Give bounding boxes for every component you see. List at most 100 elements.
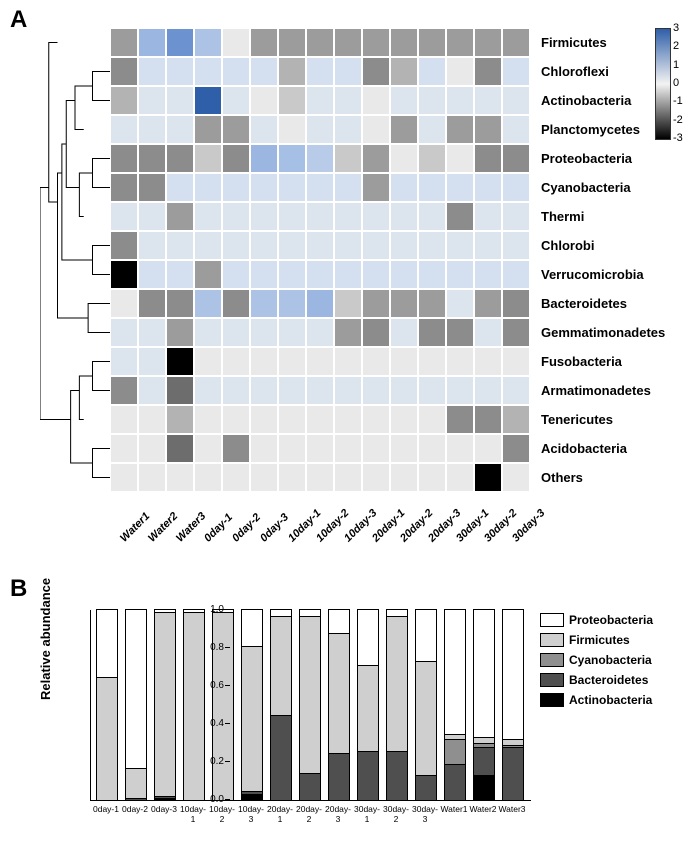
heatmap-cell: [194, 260, 222, 289]
heatmap-cell: [446, 463, 474, 492]
heatmap-cell: [194, 202, 222, 231]
heatmap-cell: [222, 28, 250, 57]
heatmap-cell: [250, 86, 278, 115]
heatmap-cell: [334, 231, 362, 260]
heatmap-cell: [306, 28, 334, 57]
heatmap-cell: [502, 318, 530, 347]
heatmap-cell: [390, 376, 418, 405]
heatmap-cell: [222, 318, 250, 347]
heatmap-cell: [418, 28, 446, 57]
legend-label: Bacteroidetes: [569, 673, 648, 687]
heatmap-cell: [278, 57, 306, 86]
heatmap-cell: [306, 173, 334, 202]
heatmap-cell: [362, 376, 390, 405]
heatmap-row-label: Gemmatimonadetes: [535, 318, 665, 347]
heatmap-cell: [222, 434, 250, 463]
barchart-xlabel: 0day-2: [121, 804, 149, 814]
barchart-xlabel: 30day-1: [353, 804, 381, 824]
heatmap-cell: [474, 260, 502, 289]
heatmap-cell: [334, 376, 362, 405]
heatmap-cell: [502, 289, 530, 318]
heatmap-cell: [222, 57, 250, 86]
heatmap-cell: [362, 231, 390, 260]
barchart-segment: [416, 610, 436, 661]
heatmap-cell: [138, 202, 166, 231]
heatmap-cell: [446, 173, 474, 202]
colorbar-tick: -3: [673, 132, 683, 144]
barchart-segment: [358, 665, 378, 751]
heatmap-cell: [250, 28, 278, 57]
heatmap-cell: [194, 115, 222, 144]
heatmap-cell: [334, 260, 362, 289]
heatmap-cell: [502, 260, 530, 289]
barchart-segment: [97, 677, 117, 801]
heatmap-cell: [138, 434, 166, 463]
heatmap-cell: [306, 115, 334, 144]
heatmap-cell: [306, 57, 334, 86]
heatmap-cell: [222, 289, 250, 318]
heatmap-row-label: Actinobacteria: [535, 86, 665, 115]
heatmap-cell: [390, 347, 418, 376]
heatmap-cell: [194, 347, 222, 376]
heatmap-cell: [138, 28, 166, 57]
barchart-bar: [242, 610, 262, 800]
barchart-ytick: 0.0: [194, 794, 224, 805]
heatmap-cell: [138, 405, 166, 434]
heatmap-cell: [194, 173, 222, 202]
barchart-ytick: 0.6: [194, 680, 224, 691]
heatmap-cell: [474, 231, 502, 260]
barchart-segment: [474, 747, 494, 776]
heatmap-cell: [306, 318, 334, 347]
heatmap-cell: [138, 231, 166, 260]
heatmap-cell: [362, 115, 390, 144]
heatmap-cell: [418, 463, 446, 492]
heatmap-cell: [306, 347, 334, 376]
heatmap-cell: [278, 289, 306, 318]
heatmap-cell: [446, 318, 474, 347]
heatmap-row-label: Acidobacteria: [535, 434, 665, 463]
heatmap-cell: [306, 231, 334, 260]
heatmap-cell: [446, 289, 474, 318]
heatmap-cell: [250, 144, 278, 173]
barchart-segment: [126, 768, 146, 798]
barchart-xlabel: 20day-1: [266, 804, 294, 824]
heatmap-cell: [418, 173, 446, 202]
heatmap-cell: [418, 115, 446, 144]
heatmap-row-label: Cyanobacteria: [535, 173, 665, 202]
heatmap-cell: [250, 57, 278, 86]
barchart-xlabel: Water1: [440, 804, 468, 814]
heatmap-cell: [334, 173, 362, 202]
barchart-segment: [155, 612, 175, 796]
barchart-ylabel: Relative abundance: [38, 578, 53, 700]
heatmap-cell: [446, 144, 474, 173]
barchart-bar: [126, 610, 146, 800]
heatmap-cell: [306, 434, 334, 463]
heatmap-cell: [502, 28, 530, 57]
heatmap-cell: [446, 260, 474, 289]
heatmap-cell: [390, 260, 418, 289]
heatmap-cell: [474, 115, 502, 144]
heatmap-cell: [194, 231, 222, 260]
heatmap-cell: [362, 28, 390, 57]
heatmap-cell: [502, 376, 530, 405]
heatmap-cell: [334, 347, 362, 376]
barchart-ytick: 1.0: [194, 604, 224, 615]
heatmap-cell: [138, 376, 166, 405]
heatmap-cell: [306, 289, 334, 318]
heatmap-cell: [362, 144, 390, 173]
heatmap-cell: [110, 86, 138, 115]
heatmap-cell: [166, 463, 194, 492]
heatmap-cell: [250, 289, 278, 318]
heatmap-cell: [222, 231, 250, 260]
heatmap-cell: [138, 347, 166, 376]
barchart-segment: [329, 753, 349, 801]
heatmap-cell: [474, 376, 502, 405]
heatmap-cell: [502, 231, 530, 260]
heatmap-grid: [110, 28, 530, 492]
barchart-xlabel: 30day-3: [411, 804, 439, 824]
barchart-bar: [155, 610, 175, 800]
barchart-bar: [445, 610, 465, 800]
barchart-segment: [271, 616, 291, 715]
heatmap-cell: [138, 86, 166, 115]
legend-swatch: [540, 633, 564, 647]
